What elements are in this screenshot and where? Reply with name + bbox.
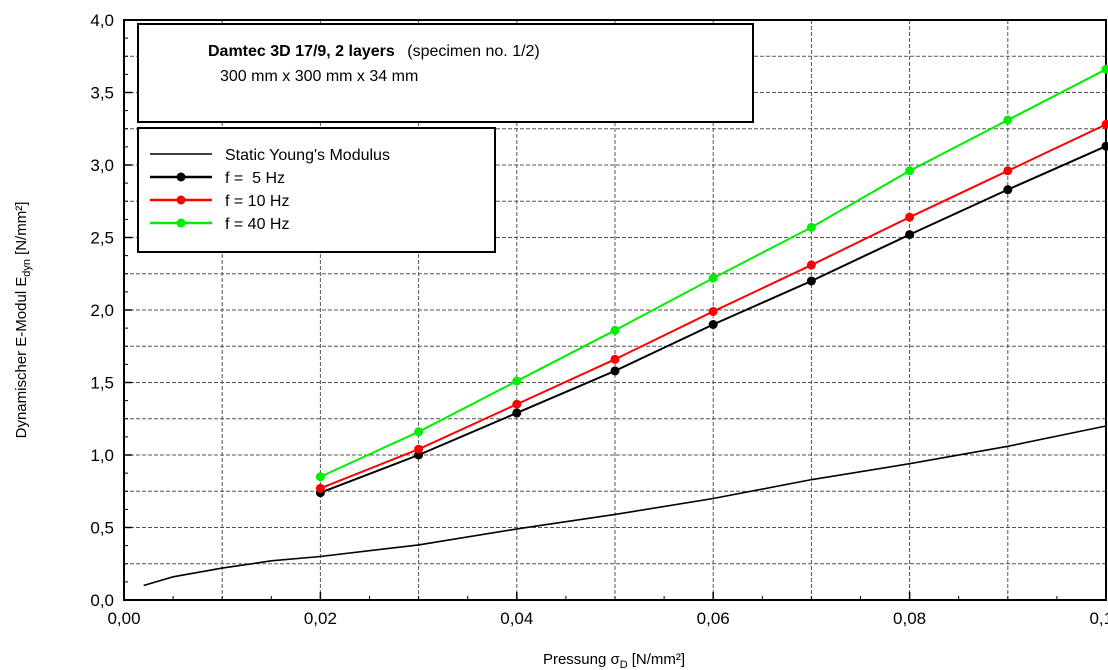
y-tick-label: 4,0 [90, 11, 114, 30]
series-3-point [315, 483, 325, 493]
x-tick-label: 0,10 [1089, 609, 1108, 628]
y-axis-label: Dynamischer E-Modul Edyn[N/mm²] [13, 202, 33, 439]
series-layer [143, 64, 1108, 587]
series-2-point [610, 366, 620, 376]
series-4-point [708, 273, 718, 283]
series-2-point [1003, 185, 1013, 195]
legend-swatch-marker [176, 172, 186, 182]
series-3-point [414, 444, 424, 454]
y-tick-label: 1,0 [90, 446, 114, 465]
series-4-point [414, 427, 424, 437]
legend-frame [137, 127, 496, 253]
series-3-point [1101, 119, 1108, 129]
series-3-point [905, 212, 915, 222]
series-2-point [512, 408, 522, 418]
legend-label: f = 10 Hz [225, 193, 289, 210]
series-3-point [512, 399, 522, 409]
series-3-point [610, 354, 620, 364]
series-4-point [806, 222, 816, 232]
series-3-point [708, 306, 718, 316]
series-2-point [806, 276, 816, 286]
series-4-point [610, 325, 620, 335]
series-4-point [905, 166, 915, 176]
series-3-point [806, 260, 816, 270]
y-tick-label: 0,0 [90, 591, 114, 610]
y-tick-label: 3,5 [90, 84, 114, 103]
series-2-point [905, 230, 915, 240]
x-tick-label: 0,04 [500, 609, 533, 628]
series-2-point [708, 320, 718, 329]
series-4-point [1101, 64, 1108, 74]
x-axis-label: Pressung σD [N/mm²] [543, 651, 685, 670]
series-2-point [1101, 141, 1108, 151]
y-tick-label: 2,0 [90, 301, 114, 320]
legend-label: Static Young's Modulus [225, 147, 390, 164]
info-title-normal: (specimen no. 1/2) [407, 43, 540, 60]
x-tick-label: 0,08 [893, 609, 926, 628]
x-tick-label: 0,06 [697, 609, 730, 628]
series-4-point [512, 376, 522, 386]
info-title-bold: Damtec 3D 17/9, 2 layers [208, 43, 395, 60]
y-tick-label: 3,0 [90, 156, 114, 175]
series-1-line [143, 425, 1107, 587]
legend-swatch-marker [176, 195, 186, 205]
legend-label: f = 5 Hz [225, 170, 285, 187]
info-box-frame [137, 23, 754, 123]
info-line-2: 300 mm x 300 mm x 34 mm [220, 68, 418, 85]
series-4-point [1003, 115, 1013, 125]
info-box: Damtec 3D 17/9, 2 layers (specimen no. 1… [137, 23, 754, 123]
legend-swatch-marker [176, 218, 186, 228]
y-tick-label: 0,5 [90, 519, 114, 538]
series-3-point [1003, 166, 1013, 176]
info-line-1: Damtec 3D 17/9, 2 layers (specimen no. 1… [208, 43, 540, 60]
y-tick-label: 1,5 [90, 374, 114, 393]
axis-ticks: 0,00 0,02 0,04 0,06 0,08 0,10 0,0 0,5 1,0 1,5 2,0 2… [90, 11, 1108, 628]
series-4-point [315, 472, 325, 482]
y-tick-label: 2,5 [90, 229, 114, 248]
x-tick-label: 0,00 [107, 609, 140, 628]
legend-label: f = 40 Hz [225, 216, 289, 233]
x-tick-label: 0,02 [304, 609, 337, 628]
legend: Static Young's Modulus f = 5 Hz f = 10 Hz f… [137, 127, 496, 253]
